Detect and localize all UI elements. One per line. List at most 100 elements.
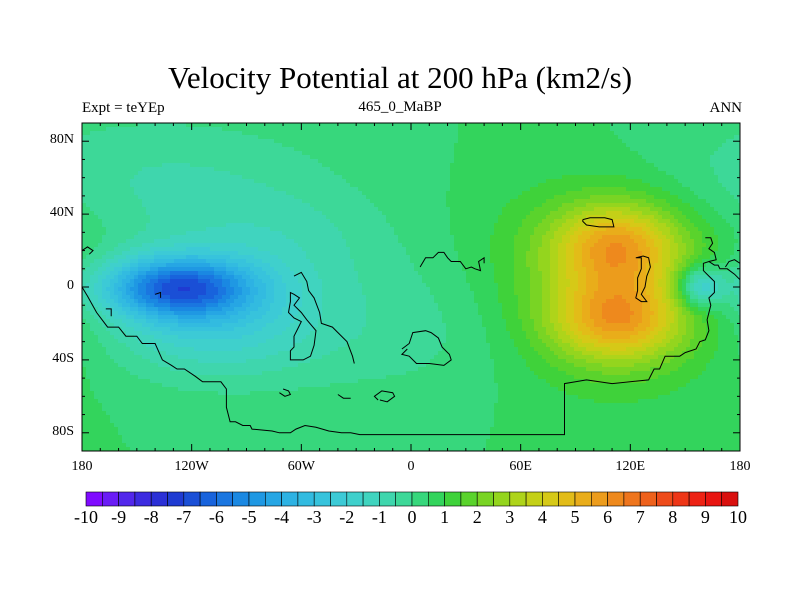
field-cell (502, 163, 507, 168)
field-cell (334, 215, 339, 220)
field-cell (242, 231, 247, 236)
field-cell (390, 143, 395, 148)
field-cell (694, 175, 699, 180)
field-cell (622, 163, 627, 168)
field-cell (462, 191, 467, 196)
field-cell (82, 215, 87, 220)
field-cell (194, 239, 199, 244)
field-cell (130, 219, 135, 224)
field-cell (702, 167, 707, 172)
field-cell (522, 231, 527, 236)
field-cell (722, 159, 727, 164)
field-cell (498, 135, 503, 140)
field-cell (414, 135, 419, 140)
field-cell (394, 187, 399, 192)
field-cell (426, 215, 431, 220)
field-cell (646, 199, 651, 204)
field-cell (210, 195, 215, 200)
field-cell (358, 195, 363, 200)
field-cell (326, 159, 331, 164)
field-cell (598, 139, 603, 144)
field-cell (650, 171, 655, 176)
field-cell (118, 207, 123, 212)
field-cell (466, 219, 471, 224)
field-cell (506, 223, 511, 228)
field-cell (630, 131, 635, 136)
field-cell (146, 183, 151, 188)
field-cell (142, 203, 147, 208)
field-cell (686, 143, 691, 148)
field-cell (694, 231, 699, 236)
field-cell (310, 175, 315, 180)
field-cell (370, 187, 375, 192)
field-cell (166, 223, 171, 228)
field-cell (370, 203, 375, 208)
field-cell (722, 171, 727, 176)
field-cell (206, 159, 211, 164)
field-cell (254, 155, 259, 160)
field-cell (470, 143, 475, 148)
field-cell (318, 179, 323, 184)
field-cell (598, 163, 603, 168)
field-cell (474, 147, 479, 152)
field-cell (562, 159, 567, 164)
field-cell (618, 215, 623, 220)
field-cell (322, 187, 327, 192)
field-cell (530, 135, 535, 140)
field-cell (702, 127, 707, 132)
field-cell (658, 235, 663, 240)
field-cell (718, 135, 723, 140)
field-cell (690, 155, 695, 160)
field-cell (582, 171, 587, 176)
field-cell (290, 159, 295, 164)
field-cell (726, 163, 731, 168)
field-cell (438, 207, 443, 212)
field-cell (614, 127, 619, 132)
field-cell (242, 235, 247, 240)
field-cell (594, 235, 599, 240)
field-cell (490, 163, 495, 168)
field-cell (666, 239, 671, 244)
field-cell (394, 239, 399, 244)
field-cell (582, 159, 587, 164)
field-cell (386, 231, 391, 236)
field-cell (238, 163, 243, 168)
field-cell (354, 195, 359, 200)
field-cell (434, 239, 439, 244)
field-cell (482, 191, 487, 196)
field-cell (214, 223, 219, 228)
field-cell (586, 239, 591, 244)
field-cell (202, 211, 207, 216)
field-cell (738, 155, 740, 160)
field-cell (678, 215, 683, 220)
field-cell (86, 151, 91, 156)
field-cell (422, 179, 427, 184)
field-cell (378, 227, 383, 232)
field-cell (386, 179, 391, 184)
field-cell (422, 223, 427, 228)
field-cell (306, 223, 311, 228)
field-cell (678, 223, 683, 228)
field-cell (678, 199, 683, 204)
field-cell (282, 163, 287, 168)
field-cell (166, 227, 171, 232)
field-cell (282, 131, 287, 136)
field-cell (362, 159, 367, 164)
field-cell (462, 199, 467, 204)
field-cell (334, 227, 339, 232)
field-cell (510, 139, 515, 144)
field-cell (146, 219, 151, 224)
field-cell (418, 191, 423, 196)
field-cell (174, 219, 179, 224)
field-cell (346, 127, 351, 132)
field-cell (442, 183, 447, 188)
field-cell (454, 143, 459, 148)
field-cell (266, 159, 271, 164)
field-cell (642, 231, 647, 236)
field-cell (146, 187, 151, 192)
field-cell (90, 143, 95, 148)
field-cell (438, 191, 443, 196)
field-cell (462, 163, 467, 168)
field-cell (526, 155, 531, 160)
field-cell (482, 199, 487, 204)
